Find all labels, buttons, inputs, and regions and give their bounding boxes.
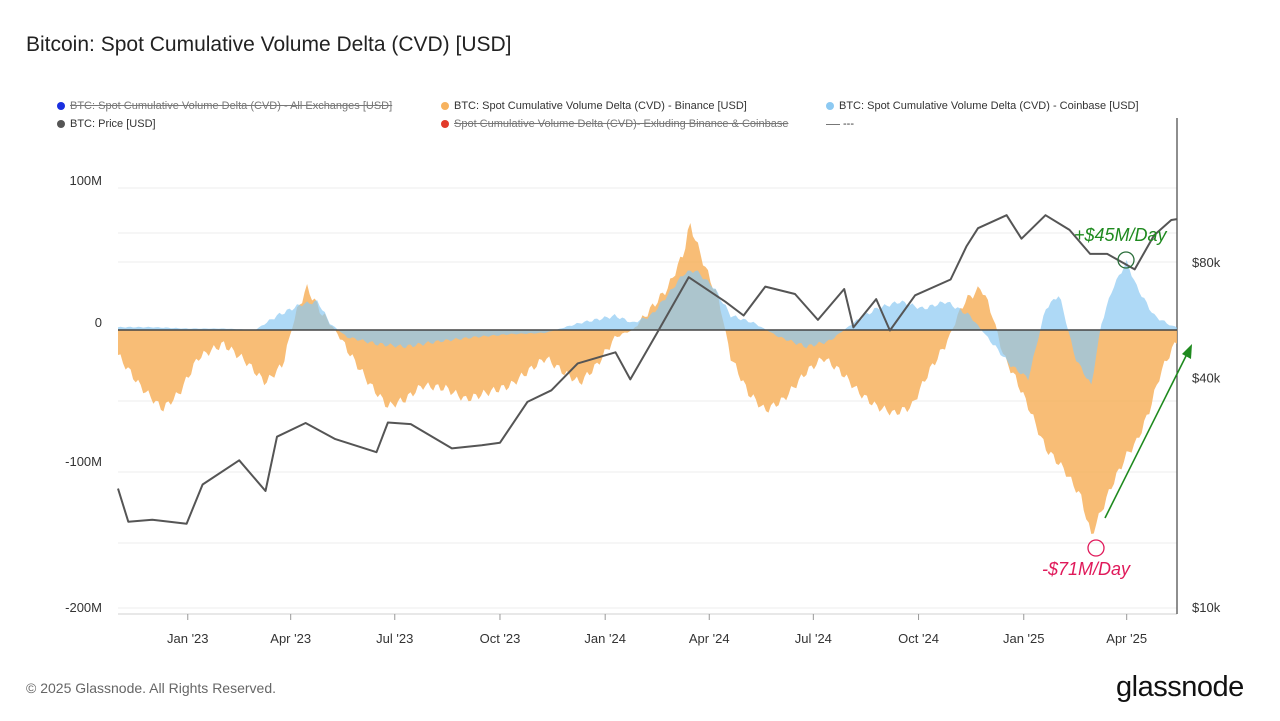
legend-item-coinbase[interactable]: BTC: Spot Cumulative Volume Delta (CVD) … [826, 100, 1139, 112]
legend-line-icon [826, 123, 840, 125]
glassnode-logo: glassnode [1116, 671, 1244, 703]
y-tick-label-right: $10k [1192, 600, 1221, 615]
x-tick-label: Oct '24 [898, 631, 939, 646]
legend-label: --- [843, 118, 854, 130]
legend-dot-icon [441, 120, 449, 128]
legend-dot-icon [57, 120, 65, 128]
legend-item-price[interactable]: BTC: Price [USD] [57, 118, 156, 130]
x-tick-label: Apr '24 [689, 631, 730, 646]
x-tick-label: Apr '25 [1106, 631, 1147, 646]
legend-label: BTC: Spot Cumulative Volume Delta (CVD) … [70, 100, 393, 112]
y-tick-label-right: $40k [1192, 370, 1221, 385]
legend-dot-icon [826, 102, 834, 110]
annotation-up-text: +$45M/Day [1074, 225, 1168, 245]
legend-item-dash[interactable]: --- [826, 118, 854, 130]
coinbase-cvd-area [118, 259, 1177, 385]
x-tick-label: Jul '24 [795, 631, 832, 646]
legend-label: BTC: Spot Cumulative Volume Delta (CVD) … [839, 100, 1139, 112]
legend-dot-icon [441, 102, 449, 110]
legend-label: BTC: Price [USD] [70, 118, 156, 130]
annotation-circle-up [1117, 251, 1135, 269]
y-tick-label-left: -200M [65, 600, 102, 615]
trend-arrow-line [1104, 351, 1189, 519]
y-tick-label-left: 0 [95, 315, 102, 330]
legend-item-excluding[interactable]: Spot Cumulative Volume Delta (CVD)- Exlu… [441, 118, 788, 130]
x-tick-label: Jan '23 [167, 631, 209, 646]
x-tick-label: Jan '24 [584, 631, 626, 646]
x-tick-label: Apr '23 [270, 631, 311, 646]
x-tick-label: Oct '23 [480, 631, 521, 646]
trend-arrow-head-icon [1182, 344, 1192, 359]
legend-label: Spot Cumulative Volume Delta (CVD)- Exlu… [454, 118, 789, 130]
price-line [117, 214, 1178, 525]
y-tick-label-right: $80k [1192, 255, 1221, 270]
legend-dot-icon [57, 102, 65, 110]
y-tick-label-left: 100M [69, 173, 102, 188]
annotation-down-text: -$71M/Day [1042, 559, 1131, 579]
binance-cvd-area [118, 223, 1177, 534]
legend-item-binance[interactable]: BTC: Spot Cumulative Volume Delta (CVD) … [441, 100, 747, 112]
x-tick-label: Jul '23 [376, 631, 413, 646]
x-tick-label: Jan '25 [1003, 631, 1045, 646]
copyright: © 2025 Glassnode. All Rights Reserved. [26, 680, 277, 696]
annotation-circle-down [1087, 539, 1105, 557]
legend-item-all-exchanges[interactable]: BTC: Spot Cumulative Volume Delta (CVD) … [57, 100, 392, 112]
chart-title: Bitcoin: Spot Cumulative Volume Delta (C… [26, 33, 512, 56]
y-tick-label-left: -100M [65, 454, 102, 469]
legend-label: BTC: Spot Cumulative Volume Delta (CVD) … [454, 100, 747, 112]
